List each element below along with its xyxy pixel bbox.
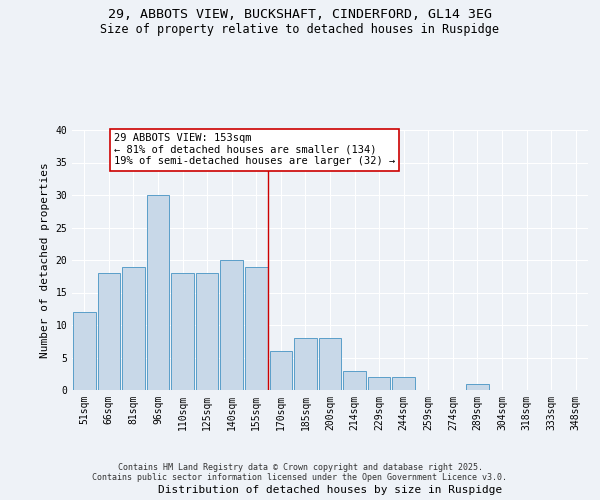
Bar xyxy=(98,273,120,390)
Bar xyxy=(196,273,218,390)
Bar xyxy=(122,266,145,390)
Bar xyxy=(245,266,268,390)
Bar xyxy=(294,338,317,390)
Bar xyxy=(146,195,169,390)
Text: 29 ABBOTS VIEW: 153sqm
← 81% of detached houses are smaller (134)
19% of semi-de: 29 ABBOTS VIEW: 153sqm ← 81% of detached… xyxy=(114,133,395,166)
Bar xyxy=(343,370,366,390)
Bar xyxy=(466,384,489,390)
Text: Size of property relative to detached houses in Ruspidge: Size of property relative to detached ho… xyxy=(101,22,499,36)
Bar xyxy=(368,377,391,390)
Bar xyxy=(319,338,341,390)
Text: Distribution of detached houses by size in Ruspidge: Distribution of detached houses by size … xyxy=(158,485,502,495)
Bar xyxy=(392,377,415,390)
Y-axis label: Number of detached properties: Number of detached properties xyxy=(40,162,50,358)
Text: 29, ABBOTS VIEW, BUCKSHAFT, CINDERFORD, GL14 3EG: 29, ABBOTS VIEW, BUCKSHAFT, CINDERFORD, … xyxy=(108,8,492,20)
Bar xyxy=(269,351,292,390)
Bar xyxy=(73,312,95,390)
Text: Contains HM Land Registry data © Crown copyright and database right 2025.
Contai: Contains HM Land Registry data © Crown c… xyxy=(92,462,508,482)
Bar xyxy=(171,273,194,390)
Bar xyxy=(220,260,243,390)
